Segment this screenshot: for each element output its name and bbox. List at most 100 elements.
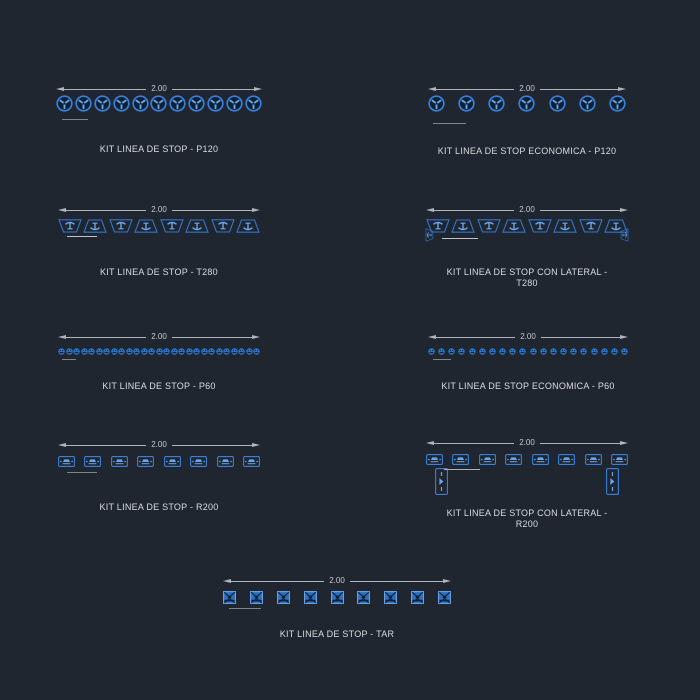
tachon-t280-icon[interactable] <box>58 219 82 233</box>
lateral-end-piece-right[interactable] <box>606 468 619 495</box>
road-stud-p60-icon[interactable] <box>133 347 140 355</box>
road-stud-p60-icon[interactable] <box>479 347 486 355</box>
tachon-t280-icon[interactable] <box>210 219 235 233</box>
road-stud-p60-icon[interactable] <box>489 347 496 355</box>
road-stud-p60-icon[interactable] <box>499 347 506 355</box>
road-stud-p60-icon[interactable] <box>509 347 516 355</box>
reductor-r200-icon[interactable] <box>190 455 208 467</box>
road-stud-p60-icon[interactable] <box>529 347 537 355</box>
tachon-tar-icon[interactable] <box>249 590 263 604</box>
road-stud-p60-icon[interactable] <box>600 347 608 355</box>
tachon-tar-icon[interactable] <box>357 590 371 604</box>
road-stud-p60-icon[interactable] <box>88 347 95 355</box>
road-stud-p60-icon[interactable] <box>428 347 435 355</box>
road-stud-p60-icon[interactable] <box>140 347 148 355</box>
road-stud-p120-icon[interactable] <box>150 94 168 112</box>
road-stud-p60-icon[interactable] <box>550 347 557 355</box>
road-stud-p60-icon[interactable] <box>110 347 118 355</box>
road-stud-p60-icon[interactable] <box>58 347 65 355</box>
road-stud-p60-icon[interactable] <box>468 347 476 355</box>
lateral-end-piece-left[interactable] <box>423 221 436 249</box>
road-stud-p60-icon[interactable] <box>118 347 125 355</box>
road-stud-p120-icon[interactable] <box>579 94 596 112</box>
road-stud-p120-icon[interactable] <box>226 94 243 112</box>
tachon-t280-icon[interactable] <box>159 219 184 233</box>
road-stud-p60-icon[interactable] <box>590 347 598 355</box>
road-stud-p120-icon[interactable] <box>518 94 536 112</box>
tachon-t280-icon[interactable] <box>553 219 577 233</box>
tachon-tar-icon[interactable] <box>411 590 425 604</box>
road-stud-p60-icon[interactable] <box>215 347 223 355</box>
road-stud-p60-icon[interactable] <box>245 347 253 355</box>
tachon-t280-icon[interactable] <box>109 219 133 233</box>
tachon-t280-icon[interactable] <box>527 219 552 233</box>
reductor-r200-icon[interactable] <box>611 453 628 465</box>
lateral-end-piece-left[interactable] <box>435 468 448 495</box>
tachon-tar-icon[interactable] <box>384 590 398 604</box>
road-stud-p60-icon[interactable] <box>253 347 260 355</box>
road-stud-p120-icon[interactable] <box>131 94 149 112</box>
tachon-tar-icon[interactable] <box>303 590 317 604</box>
tachon-t280-icon[interactable] <box>451 219 476 233</box>
reductor-r200-icon[interactable] <box>426 453 443 465</box>
tachon-tar-icon[interactable] <box>330 590 344 604</box>
reductor-r200-icon[interactable] <box>58 455 75 467</box>
road-stud-p60-icon[interactable] <box>611 347 618 355</box>
reductor-r200-icon[interactable] <box>478 453 496 465</box>
road-stud-p120-icon[interactable] <box>245 94 262 112</box>
road-stud-p60-icon[interactable] <box>200 347 208 355</box>
road-stud-p120-icon[interactable] <box>548 94 566 112</box>
tachon-t280-icon[interactable] <box>185 219 209 233</box>
road-stud-p120-icon[interactable] <box>428 94 445 112</box>
road-stud-p60-icon[interactable] <box>448 347 456 355</box>
tachon-tar-icon[interactable] <box>223 590 236 604</box>
road-stud-p60-icon[interactable] <box>163 347 170 355</box>
tachon-t280-icon[interactable] <box>578 219 603 233</box>
road-stud-p60-icon[interactable] <box>65 347 73 355</box>
road-stud-p60-icon[interactable] <box>560 347 567 355</box>
tachon-t280-icon[interactable] <box>426 219 450 233</box>
reductor-r200-icon[interactable] <box>531 453 549 465</box>
reductor-r200-icon[interactable] <box>452 453 470 465</box>
tachon-tar-icon[interactable] <box>438 590 451 604</box>
road-stud-p60-icon[interactable] <box>438 347 445 355</box>
road-stud-p120-icon[interactable] <box>56 94 73 112</box>
lateral-end-piece-right[interactable] <box>618 221 631 249</box>
reductor-r200-icon[interactable] <box>243 455 260 467</box>
road-stud-p60-icon[interactable] <box>125 347 133 355</box>
reductor-r200-icon[interactable] <box>110 455 128 467</box>
road-stud-p60-icon[interactable] <box>185 347 193 355</box>
tachon-t280-icon[interactable] <box>236 219 260 233</box>
road-stud-p60-icon[interactable] <box>570 347 577 355</box>
reductor-r200-icon[interactable] <box>84 455 102 467</box>
road-stud-p60-icon[interactable] <box>155 347 163 355</box>
road-stud-p120-icon[interactable] <box>458 94 475 112</box>
reductor-r200-icon[interactable] <box>584 453 602 465</box>
road-stud-p120-icon[interactable] <box>169 94 186 112</box>
road-stud-p120-icon[interactable] <box>94 94 111 112</box>
road-stud-p60-icon[interactable] <box>73 347 80 355</box>
reductor-r200-icon[interactable] <box>216 455 234 467</box>
road-stud-p60-icon[interactable] <box>458 347 466 355</box>
road-stud-p60-icon[interactable] <box>80 347 88 355</box>
road-stud-p60-icon[interactable] <box>223 347 230 355</box>
road-stud-p60-icon[interactable] <box>230 347 238 355</box>
road-stud-p60-icon[interactable] <box>580 347 588 355</box>
road-stud-p60-icon[interactable] <box>519 347 527 355</box>
road-stud-p60-icon[interactable] <box>621 347 628 355</box>
tachon-t280-icon[interactable] <box>477 219 501 233</box>
tachon-t280-icon[interactable] <box>604 219 628 233</box>
road-stud-p120-icon[interactable] <box>609 94 626 112</box>
road-stud-p120-icon[interactable] <box>113 94 130 112</box>
road-stud-p60-icon[interactable] <box>95 347 103 355</box>
road-stud-p60-icon[interactable] <box>238 347 245 355</box>
road-stud-p60-icon[interactable] <box>178 347 185 355</box>
road-stud-p60-icon[interactable] <box>193 347 200 355</box>
reductor-r200-icon[interactable] <box>505 453 523 465</box>
reductor-r200-icon[interactable] <box>163 455 181 467</box>
reductor-r200-icon[interactable] <box>558 453 576 465</box>
tachon-t280-icon[interactable] <box>134 219 159 233</box>
road-stud-p60-icon[interactable] <box>540 347 547 355</box>
tachon-t280-icon[interactable] <box>502 219 527 233</box>
tachon-tar-icon[interactable] <box>276 590 290 604</box>
